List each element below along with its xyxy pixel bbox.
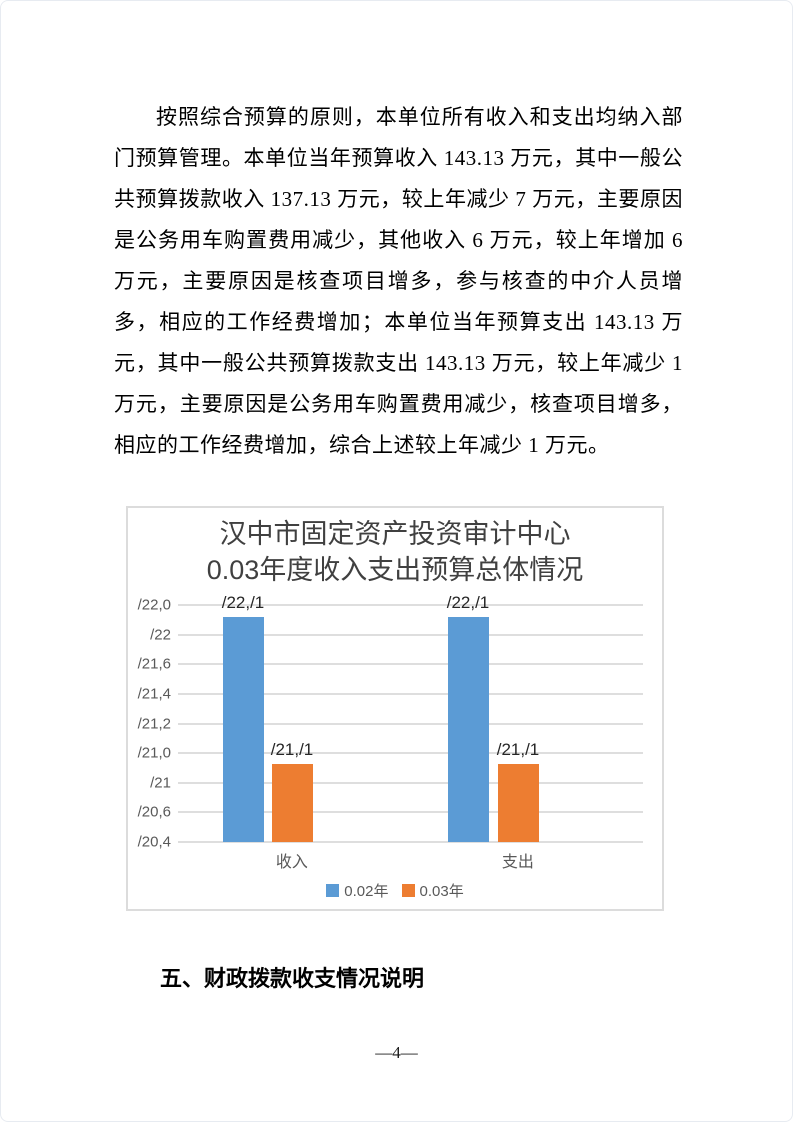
legend-item: 0.02年: [326, 880, 389, 901]
y-tick-label: /21,0: [137, 744, 171, 762]
bar-data-label: /22,/1: [221, 593, 265, 612]
gridline: [178, 604, 643, 606]
bar: [272, 763, 313, 842]
y-tick-label: /21: [150, 774, 171, 792]
y-tick-label: /20,6: [137, 803, 171, 821]
gridline: [178, 633, 643, 636]
category-axis: 收入 支出: [178, 848, 643, 871]
bar: [498, 763, 539, 842]
gridline: [178, 811, 643, 814]
y-tick-label: /21,2: [137, 715, 171, 732]
y-tick-label: /20,4: [137, 833, 171, 851]
bar: [448, 616, 489, 842]
y-tick-label: /22: [150, 626, 171, 644]
page-number: —4—: [375, 1043, 418, 1062]
legend-item: 0.03年: [401, 880, 464, 901]
chart-legend: 0.02年 0.03年: [128, 880, 662, 901]
chart-title-line-1: 汉中市固定资产投资审计中心: [219, 519, 571, 549]
category-label: 支出: [501, 854, 534, 871]
category-label: 收入: [275, 854, 308, 871]
gridline: [178, 663, 643, 666]
bar: [223, 616, 264, 842]
y-tick-label: /21,4: [137, 685, 171, 703]
legend-label: 0.03年: [419, 883, 464, 900]
bar-data-label: /21,/1: [496, 740, 540, 759]
legend-swatch: [326, 884, 340, 897]
gridline: [178, 841, 643, 843]
gridline: [178, 781, 643, 784]
y-tick-label: /22,0: [137, 596, 171, 614]
gridline: [178, 752, 643, 755]
budget-overview-paragraph: 按照综合预算的原则，本单位所有收入和支出均纳入部门预算管理。本单位当年预算收入 …: [114, 105, 683, 457]
chart-title: 汉中市固定资产投资审计中心 0.03年度收入支出预算总体情况: [128, 516, 662, 588]
legend-swatch: [401, 884, 415, 897]
y-tick-label: /21,6: [137, 655, 171, 673]
budget-bar-chart: 汉中市固定资产投资审计中心 0.03年度收入支出预算总体情况 /22,0/22/…: [126, 506, 664, 911]
legend-label: 0.02年: [344, 883, 389, 900]
bar-data-label: /21,/1: [270, 740, 314, 759]
bar-data-label: /22,/1: [446, 593, 490, 612]
section-heading: 五、财政拨款收支情况说明: [160, 966, 425, 991]
gridline: [178, 722, 643, 725]
gridline: [178, 692, 643, 695]
plot-area: /22,0/22/21,6/21,4/21,2/21,0/21/20,6/20,…: [138, 593, 643, 851]
chart-title-line-2: 0.03年度收入支出预算总体情况: [206, 555, 584, 585]
